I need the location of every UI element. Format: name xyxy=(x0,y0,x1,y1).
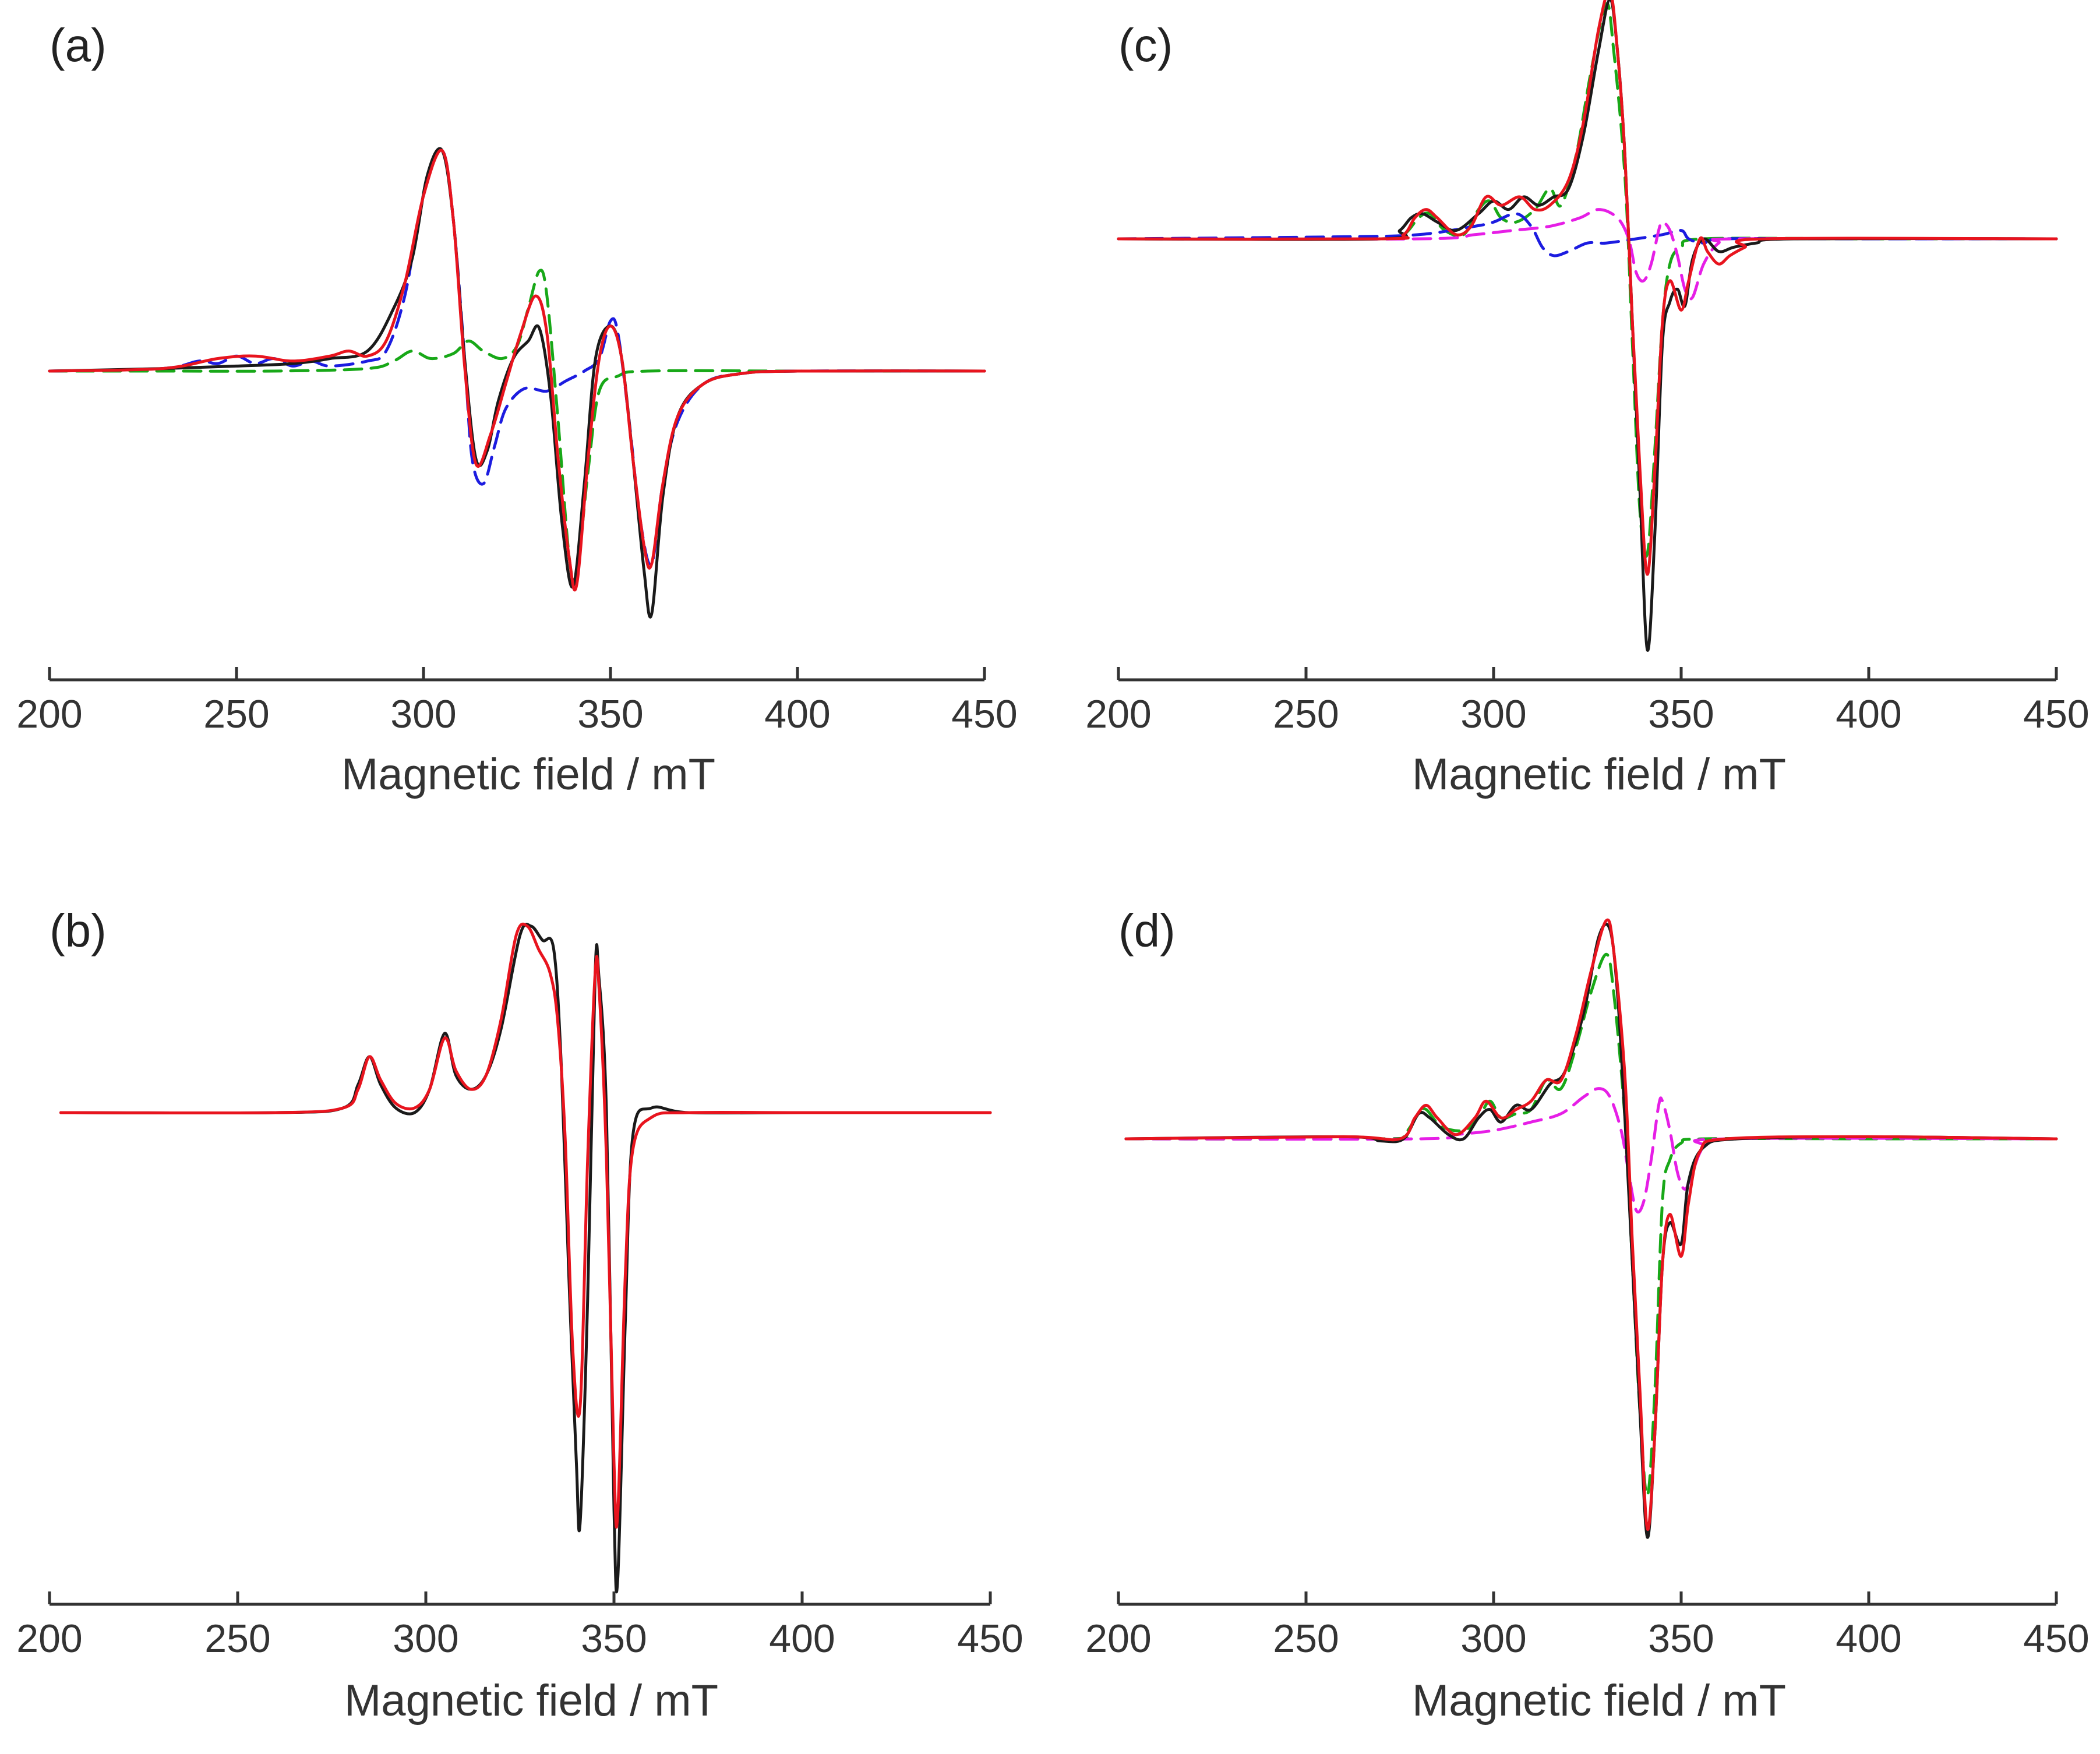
panel-b-label: (b) xyxy=(50,905,107,957)
panel-a-tick-label-400: 400 xyxy=(764,692,830,736)
panel-d-series-total-simulation xyxy=(1124,918,2058,1531)
panel-b-tick-label-450: 450 xyxy=(957,1617,1023,1661)
panel-a-series-experimental xyxy=(48,147,986,619)
panel-c-tick-label-200: 200 xyxy=(1085,692,1151,736)
panel-a-traces xyxy=(48,147,986,619)
panel-d: (d) 200 250 300 350 400 450 Magnetic fie… xyxy=(1085,905,2089,1725)
panel-b-series-experimental xyxy=(59,923,992,1594)
panel-d-tick-label-450: 450 xyxy=(2023,1617,2089,1661)
panel-a-tick-label-350: 350 xyxy=(577,692,643,736)
panel-a: (a) 200 250 300 350 400 450 Magnetic fie… xyxy=(16,19,1017,799)
panel-c-tick-label-350: 350 xyxy=(1648,692,1714,736)
panel-c-label: (c) xyxy=(1118,19,1173,71)
panel-b: (b) 200 250 300 350 400 450 Magnetic fie… xyxy=(16,905,1023,1725)
panel-b-tick-label-300: 300 xyxy=(393,1617,458,1661)
panel-a-tick-label-200: 200 xyxy=(16,692,82,736)
panel-d-traces xyxy=(1124,918,2058,1539)
panel-c-series-component-2 xyxy=(1117,212,2058,257)
panel-a-x-axis-title: Magnetic field / mT xyxy=(341,750,715,799)
panel-c-tick-label-250: 250 xyxy=(1273,692,1339,736)
panel-d-label: (d) xyxy=(1118,905,1176,957)
panel-a-tick-label-250: 250 xyxy=(203,692,269,736)
panel-b-tick-label-250: 250 xyxy=(204,1617,270,1661)
panel-d-tick-label-350: 350 xyxy=(1648,1617,1714,1661)
panel-c-ticks: 200 250 300 350 400 450 xyxy=(1085,667,2090,736)
panel-a-series-component-2 xyxy=(48,149,986,567)
panel-c-tick-label-400: 400 xyxy=(1836,692,1901,736)
panel-b-ticks: 200 250 300 350 400 450 xyxy=(16,1591,1023,1661)
panel-d-ticks: 200 250 300 350 400 450 xyxy=(1085,1591,2090,1661)
panel-c-series-total-simulation xyxy=(1117,0,2058,576)
panel-d-tick-label-400: 400 xyxy=(1836,1617,1901,1661)
panel-d-tick-label-300: 300 xyxy=(1460,1617,1526,1661)
panel-c-x-axis-title: Magnetic field / mT xyxy=(1412,750,1786,799)
panel-c-traces xyxy=(1117,0,2058,652)
panel-b-traces xyxy=(59,922,992,1594)
panel-b-tick-label-200: 200 xyxy=(16,1617,82,1661)
panel-d-series-component-1 xyxy=(1124,952,2058,1497)
panel-c: (c) 200 250 300 350 400 450 Magnetic fie… xyxy=(1085,0,2090,799)
panel-b-x-axis-title: Magnetic field / mT xyxy=(344,1676,718,1725)
panel-b-series-simulation xyxy=(59,922,992,1529)
panel-a-tick-label-450: 450 xyxy=(951,692,1017,736)
panel-b-tick-label-350: 350 xyxy=(581,1617,647,1661)
panel-b-tick-label-400: 400 xyxy=(769,1617,835,1661)
panel-c-tick-label-450: 450 xyxy=(2023,692,2089,736)
panel-d-series-experimental xyxy=(1124,922,2058,1539)
panel-a-label: (a) xyxy=(50,19,107,71)
panel-c-series-component-1 xyxy=(1117,2,2058,558)
panel-c-tick-label-300: 300 xyxy=(1460,692,1526,736)
panel-a-series-component-1 xyxy=(48,269,986,583)
panel-a-series-total-simulation xyxy=(48,149,986,592)
panel-d-tick-label-250: 250 xyxy=(1273,1617,1339,1661)
panel-d-tick-label-200: 200 xyxy=(1085,1617,1151,1661)
panel-a-tick-label-300: 300 xyxy=(390,692,456,736)
panel-d-series-component-2 xyxy=(1124,1087,2058,1214)
panel-d-x-axis-title: Magnetic field / mT xyxy=(1412,1676,1786,1725)
panel-a-ticks: 200 250 300 350 400 450 xyxy=(16,667,1018,736)
panel-c-series-component-3 xyxy=(1117,208,2058,301)
